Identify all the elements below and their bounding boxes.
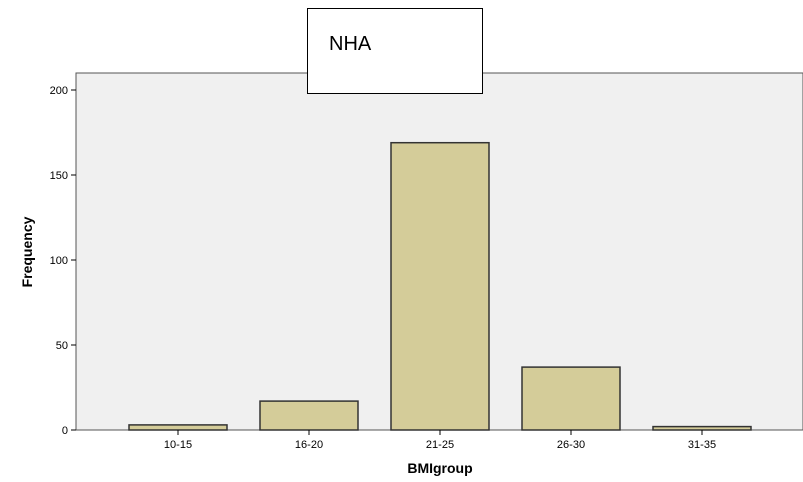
x-tick-label: 26-30	[557, 439, 585, 451]
y-tick-label: 50	[56, 340, 68, 352]
x-axis: 10-15 16-20 21-25 26-30 31-35	[164, 430, 716, 451]
bar-16-20	[259, 400, 359, 431]
bars-group	[128, 141, 752, 431]
bar-31-35	[652, 425, 752, 431]
y-axis-title: Frequency	[19, 216, 35, 287]
chart-title-box: NHA	[307, 8, 483, 94]
y-tick-label: 0	[62, 425, 68, 437]
y-axis: 0 50 100 150 200	[50, 85, 76, 437]
y-tick-label: 100	[50, 255, 68, 267]
y-tick-label: 150	[50, 170, 68, 182]
bar-26-30	[521, 366, 621, 431]
chart-title: NHA	[329, 33, 372, 55]
x-tick-label: 16-20	[295, 439, 323, 451]
x-tick-label: 21-25	[426, 439, 454, 451]
x-tick-label: 10-15	[164, 439, 192, 451]
y-tick-label: 200	[50, 85, 68, 97]
bar-10-15	[128, 424, 228, 431]
x-tick-label: 31-35	[688, 439, 716, 451]
bar-21-25	[390, 141, 490, 431]
x-axis-title: BMIgroup	[407, 460, 472, 476]
